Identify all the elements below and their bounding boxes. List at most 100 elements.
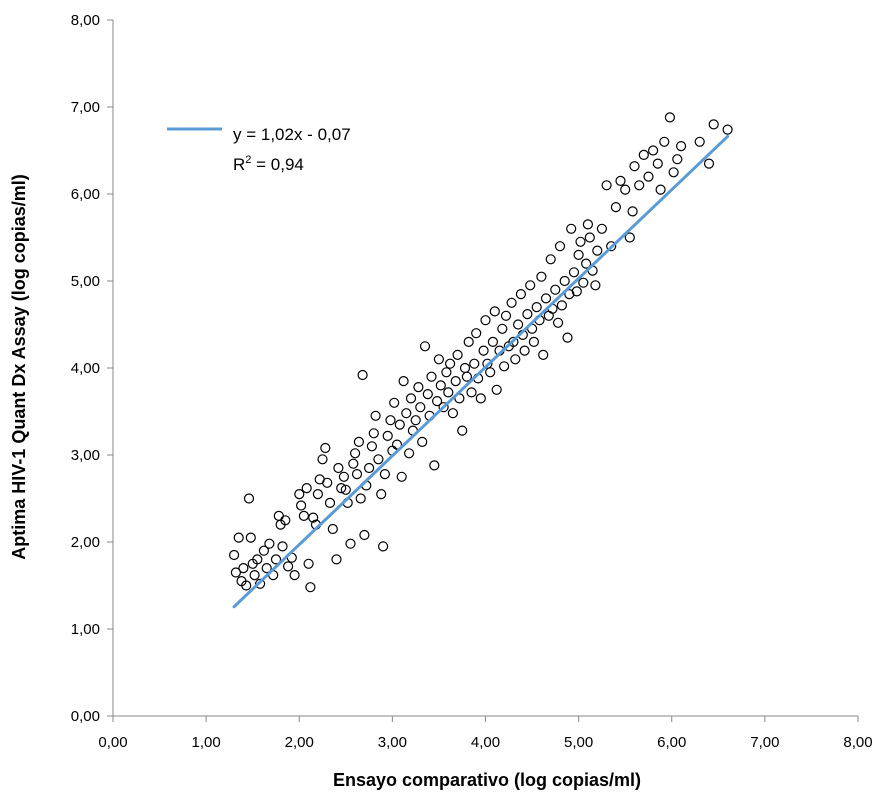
data-point (273, 510, 284, 522)
r-squared-letter: R (233, 155, 245, 174)
data-point (357, 369, 368, 381)
data-point (327, 523, 338, 535)
data-point (353, 436, 364, 447)
data-point (564, 289, 575, 300)
x-tick-label: 4,00 (471, 734, 500, 751)
y-tick-label: 2,00 (71, 534, 100, 551)
legend: y = 1,02x - 0,07 R2 = 0,94 (167, 125, 351, 174)
r-squared-label: R2 = 0,94 (233, 154, 304, 174)
data-point (647, 145, 659, 156)
data-point (296, 500, 307, 511)
data-point (258, 545, 269, 556)
data-point (443, 387, 454, 398)
data-point (652, 158, 663, 169)
data-point (694, 136, 705, 147)
axes: 0,00 1,00 2,00 3,00 4,00 5,00 6,00 7,00 8,00 0,0… (71, 12, 873, 751)
data-point (629, 161, 640, 172)
data-point (396, 471, 407, 482)
data-point (659, 136, 670, 147)
data-point (469, 358, 480, 369)
data-point (562, 332, 573, 343)
data-point (515, 289, 527, 300)
data-point (438, 402, 449, 413)
data-point (249, 569, 260, 581)
data-point (522, 309, 533, 320)
x-tick-label: 6,00 (657, 734, 686, 751)
data-point (703, 158, 715, 169)
data-point (457, 425, 468, 436)
data-point (305, 582, 316, 593)
data-point (634, 180, 645, 191)
data-point (627, 206, 638, 217)
data-point (303, 558, 314, 569)
y-tick-label: 6,00 (71, 186, 100, 203)
data-point (433, 354, 444, 365)
data-point (525, 280, 536, 291)
data-point (664, 112, 676, 123)
data-point (499, 361, 510, 372)
x-axis-title: Ensayo comparativo (log copias/ml) (333, 770, 641, 790)
y-tick-label: 7,00 (71, 99, 100, 116)
data-point (528, 336, 540, 347)
data-point (379, 469, 390, 480)
data-point (245, 532, 256, 543)
data-point (391, 439, 403, 450)
data-point (672, 154, 683, 165)
data-point (270, 554, 282, 565)
data-point (471, 328, 482, 339)
data-point (415, 402, 426, 413)
data-point (543, 310, 554, 321)
data-point (317, 454, 328, 465)
y-axis-title: Aptima HIV-1 Quant Dx Assay (log copias/… (9, 174, 29, 559)
data-point (615, 175, 626, 186)
data-point (491, 384, 502, 395)
data-point (398, 376, 409, 387)
data-point (238, 562, 249, 574)
data-point (289, 569, 300, 581)
data-point (510, 354, 521, 365)
y-tick-label: 8,00 (71, 12, 100, 29)
data-point (233, 532, 244, 543)
data-point (550, 284, 561, 295)
data-point (487, 336, 498, 347)
data-point (668, 167, 679, 178)
data-point (351, 469, 363, 480)
data-point (417, 436, 428, 447)
data-point (606, 241, 617, 252)
data-point (322, 477, 333, 488)
data-point (620, 184, 631, 195)
data-point (536, 271, 547, 282)
data-point (350, 448, 361, 459)
x-tick-label: 3,00 (378, 734, 407, 751)
data-point (338, 471, 349, 482)
data-point (241, 580, 252, 591)
data-point (601, 180, 612, 191)
data-point (497, 323, 508, 334)
data-point (345, 538, 356, 549)
data-point (394, 419, 405, 430)
data-point (364, 462, 375, 474)
trendline-equation: y = 1,02x - 0,07 (233, 125, 351, 144)
data-point (575, 236, 586, 247)
data-point (475, 393, 486, 404)
data-point (559, 275, 570, 287)
data-point (404, 448, 415, 459)
data-point (445, 358, 456, 369)
data-point (435, 380, 446, 391)
data-point (385, 415, 396, 426)
data-point (675, 141, 687, 152)
data-point (582, 219, 594, 230)
y-tick-label: 1,00 (71, 621, 100, 638)
data-point (552, 317, 564, 328)
data-point (308, 512, 319, 523)
data-point (722, 124, 733, 135)
data-point (422, 389, 433, 400)
data-point (489, 306, 500, 317)
data-point (243, 493, 255, 504)
y-tick-label: 0,00 (71, 708, 100, 725)
data-point (419, 341, 431, 352)
data-point (348, 458, 359, 469)
data-point (596, 223, 608, 234)
data-point (655, 184, 666, 195)
data-point (508, 336, 519, 347)
